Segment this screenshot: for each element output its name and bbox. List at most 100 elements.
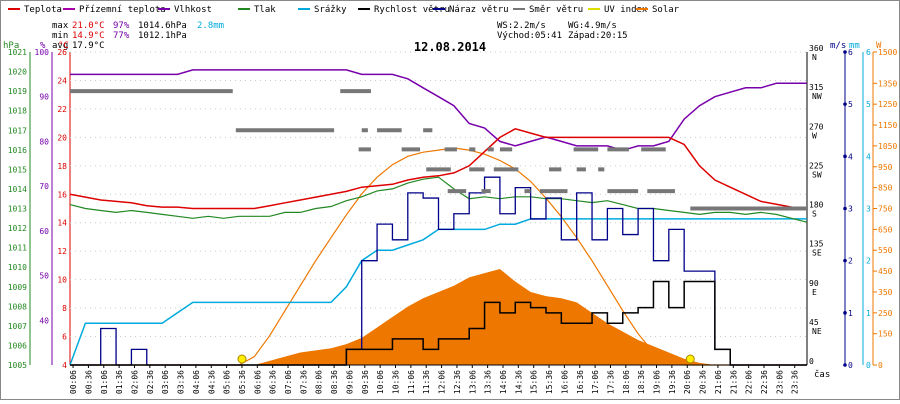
time-tick-label: 08:06 bbox=[315, 370, 324, 394]
stat-max-rain: 2.8mm bbox=[197, 21, 224, 31]
time-tick-label: 20:36 bbox=[699, 370, 708, 394]
rain-tick: 1 bbox=[866, 309, 871, 318]
time-tick-label: 07:06 bbox=[284, 370, 293, 394]
temperature-line bbox=[69, 127, 808, 210]
temperature-tick: 18 bbox=[57, 162, 67, 171]
stat-min-temp: 14.9°C bbox=[72, 31, 105, 41]
time-tick-label: 11:06 bbox=[407, 370, 416, 394]
direction-tick: 360 bbox=[809, 44, 824, 53]
time-tick-label: 01:36 bbox=[115, 370, 124, 394]
humidity-line bbox=[70, 69, 807, 152]
stat-avg-label: avg bbox=[52, 41, 68, 51]
direction-tick: 180 bbox=[809, 201, 824, 210]
direction-tick: 225 bbox=[809, 161, 824, 170]
time-tick-label: 16:36 bbox=[576, 370, 585, 394]
time-tick-label: 15:36 bbox=[545, 370, 554, 394]
pressure-tick: 1017 bbox=[8, 126, 27, 135]
wind-tick: 0 bbox=[848, 361, 853, 370]
humidity-tick: 70 bbox=[39, 182, 49, 191]
temperature-tick: 20 bbox=[57, 133, 67, 142]
stat-min-hum: 77% bbox=[113, 31, 130, 41]
direction-letter: SW bbox=[812, 170, 822, 179]
solar-tick: 650 bbox=[878, 225, 893, 234]
time-tick-label: 11:36 bbox=[422, 370, 431, 394]
time-tick-label: 14:36 bbox=[514, 370, 523, 394]
time-tick-label: 19:36 bbox=[668, 370, 677, 394]
time-tick-label: 10:36 bbox=[392, 370, 401, 394]
time-tick-label: 10:06 bbox=[376, 370, 385, 394]
solar-tick: 1500 bbox=[878, 48, 897, 57]
stat-wg: WG:4.9m/s bbox=[568, 21, 617, 31]
pressure-tick: 1006 bbox=[8, 341, 27, 350]
pressure-tick: 1010 bbox=[8, 263, 27, 272]
wind-tick-dot bbox=[843, 258, 847, 263]
time-tick-label: 03:06 bbox=[161, 370, 170, 394]
time-tick-label: 22:36 bbox=[760, 370, 769, 394]
legend-label: Solar bbox=[652, 5, 680, 15]
direction-letter: SE bbox=[812, 249, 822, 258]
uv-marker bbox=[685, 354, 695, 364]
right-axis-ticks: 360N315NW270W225SW180S135SE90E45NE065432… bbox=[809, 44, 897, 370]
solar-tick: 750 bbox=[878, 205, 893, 214]
rain-unit: mm bbox=[849, 41, 860, 51]
legend-label: Směr větru bbox=[529, 5, 583, 15]
humidity-tick: 80 bbox=[39, 137, 49, 146]
temperature-tick: 16 bbox=[57, 190, 67, 199]
chart-title: 12.08.2014 bbox=[414, 40, 486, 54]
rain-tick: 3 bbox=[866, 205, 871, 214]
wind-tick-dot bbox=[843, 154, 847, 159]
pressure-tick: 1007 bbox=[8, 322, 27, 331]
uv-markers bbox=[237, 354, 695, 364]
rain-tick: 6 bbox=[866, 48, 871, 57]
pressure-tick: 1013 bbox=[8, 205, 27, 214]
humidity-tick: 40 bbox=[39, 316, 49, 325]
solar-tick: 0 bbox=[878, 361, 883, 370]
time-tick-label: 21:36 bbox=[729, 370, 738, 394]
rain-tick: 4 bbox=[866, 152, 871, 161]
direction-tick: 270 bbox=[809, 122, 824, 131]
time-tick-label: 15:06 bbox=[530, 370, 539, 394]
time-tick-label: 09:36 bbox=[361, 370, 370, 394]
wind-tick-dot bbox=[843, 363, 847, 367]
direction-letter: NE bbox=[812, 327, 822, 336]
time-tick-label: 07:36 bbox=[299, 370, 308, 394]
direction-letter: N bbox=[812, 53, 817, 62]
direction-tick: 315 bbox=[809, 83, 824, 92]
pressure-tick: 1021 bbox=[8, 48, 27, 57]
pressure-tick: 1012 bbox=[8, 224, 27, 233]
pressure-tick: 1016 bbox=[8, 146, 27, 155]
rain-tick: 5 bbox=[866, 100, 871, 109]
humidity-tick: 60 bbox=[39, 227, 49, 236]
time-tick-label: 18:36 bbox=[637, 370, 646, 394]
pressure-tick: 1011 bbox=[8, 244, 27, 253]
time-tick-label: 12:06 bbox=[438, 370, 447, 394]
humidity-tick: 100 bbox=[35, 48, 50, 57]
temperature-tick: 26 bbox=[57, 48, 67, 57]
solar-tick: 350 bbox=[878, 288, 893, 297]
pressure-tick: 1008 bbox=[8, 302, 27, 311]
legend-label: UV index bbox=[604, 5, 648, 15]
stat-min-label: min bbox=[52, 31, 68, 41]
time-tick-label: 03:36 bbox=[177, 370, 186, 394]
temperature-tick: 4 bbox=[62, 361, 67, 370]
temperature-tick: 6 bbox=[62, 333, 67, 342]
stat-avg-temp: 17.9°C bbox=[72, 41, 105, 51]
wind-tick: 3 bbox=[848, 205, 853, 214]
wind-tick-dot bbox=[843, 206, 847, 211]
direction-tick: 90 bbox=[809, 279, 819, 288]
pressure-tick: 1009 bbox=[8, 283, 27, 292]
solar-tick: 950 bbox=[878, 163, 893, 172]
humidity-unit: % bbox=[40, 41, 46, 51]
legend-label: Přízemní teplota bbox=[79, 5, 166, 15]
wind-direction-marks bbox=[70, 89, 807, 211]
stat-max-hum: 97% bbox=[113, 21, 130, 31]
wind-tick: 5 bbox=[848, 100, 853, 109]
pressure-tick: 1018 bbox=[8, 107, 27, 116]
legend-label: Vlhkost bbox=[174, 5, 212, 15]
time-tick-label: 04:06 bbox=[192, 370, 201, 394]
temperature-tick: 12 bbox=[57, 247, 67, 256]
solar-tick: 450 bbox=[878, 267, 893, 276]
time-tick-label: 00:06 bbox=[69, 370, 78, 394]
